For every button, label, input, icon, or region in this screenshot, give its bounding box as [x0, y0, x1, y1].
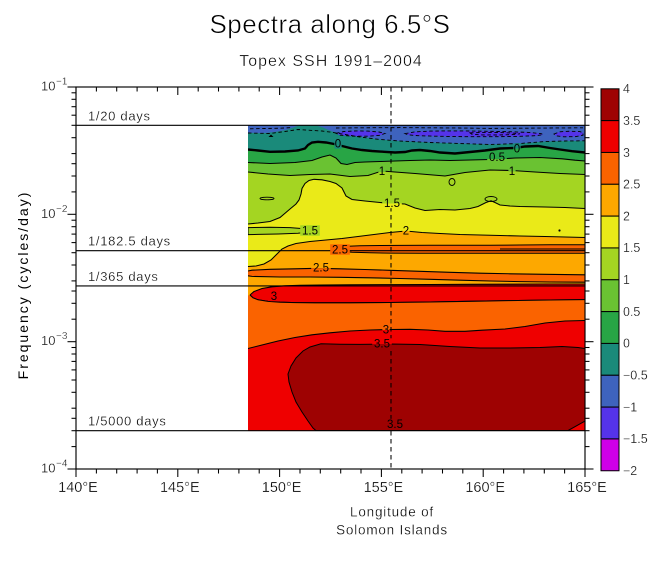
svg-text:Frequency (cycles/day): Frequency (cycles/day)	[15, 191, 31, 380]
svg-text:10: 10	[41, 206, 55, 221]
svg-text:155°E: 155°E	[364, 480, 404, 496]
svg-text:140°E: 140°E	[58, 480, 98, 496]
svg-text:10: 10	[41, 79, 55, 94]
svg-text:145°E: 145°E	[160, 480, 200, 496]
svg-text:1: 1	[509, 166, 515, 178]
svg-text:−3: −3	[56, 331, 68, 342]
svg-text:3.5: 3.5	[374, 339, 390, 351]
svg-text:3: 3	[383, 325, 389, 337]
svg-text:−1: −1	[623, 400, 637, 414]
svg-text:Longitude of: Longitude of	[350, 505, 434, 520]
svg-text:Spectra along 6.5°S: Spectra along 6.5°S	[209, 9, 450, 39]
svg-text:1/20 days: 1/20 days	[88, 108, 151, 123]
svg-text:0: 0	[335, 139, 341, 151]
svg-text:1.5: 1.5	[384, 198, 400, 210]
svg-text:2.5: 2.5	[332, 245, 348, 257]
svg-text:1/365 days: 1/365 days	[88, 269, 159, 284]
svg-text:3.5: 3.5	[623, 114, 640, 128]
svg-text:0: 0	[514, 144, 520, 156]
svg-text:−4: −4	[56, 459, 68, 470]
svg-text:Topex SSH 1991–2004: Topex SSH 1991–2004	[239, 53, 423, 70]
svg-text:3.5: 3.5	[387, 419, 403, 431]
svg-text:0.5: 0.5	[623, 305, 640, 319]
svg-text:−1: −1	[56, 77, 68, 88]
svg-text:165°E: 165°E	[567, 480, 607, 496]
svg-text:1.5: 1.5	[623, 241, 640, 255]
svg-text:−0.5: −0.5	[623, 369, 648, 383]
svg-text:2.5: 2.5	[623, 178, 640, 192]
svg-text:1: 1	[379, 166, 385, 178]
svg-text:Solomon Islands: Solomon Islands	[336, 523, 448, 538]
svg-text:0.5: 0.5	[489, 152, 505, 164]
svg-text:2.5: 2.5	[313, 263, 329, 275]
svg-text:10: 10	[41, 333, 55, 348]
svg-text:−2: −2	[623, 464, 637, 478]
svg-text:3: 3	[271, 291, 277, 303]
svg-text:−1.5: −1.5	[623, 432, 648, 446]
svg-text:−2: −2	[56, 204, 68, 215]
svg-text:1.5: 1.5	[302, 226, 318, 238]
svg-text:10: 10	[41, 461, 55, 476]
svg-text:150°E: 150°E	[262, 480, 302, 496]
svg-text:1/182.5 days: 1/182.5 days	[88, 234, 171, 249]
svg-text:1: 1	[623, 273, 630, 287]
svg-text:4: 4	[623, 82, 630, 96]
svg-text:3: 3	[623, 146, 630, 160]
svg-text:0: 0	[623, 337, 630, 351]
svg-text:160°E: 160°E	[465, 480, 505, 496]
svg-text:1/5000 days: 1/5000 days	[88, 414, 167, 429]
svg-text:2: 2	[403, 226, 409, 238]
svg-text:2: 2	[623, 209, 630, 223]
